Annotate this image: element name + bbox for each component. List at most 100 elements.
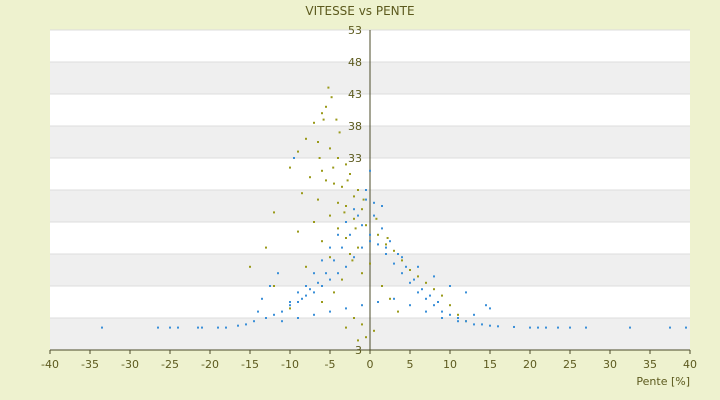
data-point xyxy=(321,240,323,243)
x-axis-title: Pente [%] xyxy=(636,375,690,388)
data-point xyxy=(318,157,321,159)
data-point xyxy=(297,230,299,233)
data-point xyxy=(381,205,383,207)
data-point xyxy=(485,304,487,307)
data-point xyxy=(273,211,275,214)
data-point xyxy=(338,131,341,134)
data-point xyxy=(433,275,435,278)
data-point xyxy=(473,323,475,326)
x-tick-label: 30 xyxy=(603,358,617,371)
data-point xyxy=(381,285,383,287)
data-point xyxy=(281,320,283,323)
data-point xyxy=(409,269,411,271)
data-point xyxy=(341,278,343,281)
data-point xyxy=(351,259,354,262)
data-point xyxy=(529,326,531,329)
x-tick-label: 20 xyxy=(523,358,537,371)
data-point xyxy=(265,246,267,249)
x-tick-label: 35 xyxy=(643,358,657,371)
data-point xyxy=(341,246,343,249)
data-point xyxy=(489,324,491,327)
data-point xyxy=(197,326,199,329)
chart-title: VITESSE vs PENTE xyxy=(305,4,414,18)
data-point xyxy=(297,150,299,153)
data-point xyxy=(309,288,311,291)
data-point xyxy=(425,310,427,313)
data-point xyxy=(361,304,363,307)
data-point xyxy=(457,317,459,319)
data-point xyxy=(313,121,315,124)
data-point xyxy=(346,179,349,182)
data-point xyxy=(473,313,475,316)
y-tick-label: 48 xyxy=(348,56,362,69)
data-point xyxy=(297,317,299,319)
data-point xyxy=(465,291,467,294)
data-point xyxy=(330,96,333,99)
y-tick-label: 53 xyxy=(348,24,362,37)
data-point xyxy=(393,297,395,300)
data-points xyxy=(101,86,687,342)
data-point xyxy=(277,272,279,275)
data-point xyxy=(393,262,395,265)
data-point xyxy=(333,182,335,185)
data-point xyxy=(329,278,331,281)
data-point xyxy=(393,249,395,252)
x-tick-label: 5 xyxy=(407,358,414,371)
data-point xyxy=(289,307,291,310)
x-tick-label: -40 xyxy=(41,358,59,371)
data-point xyxy=(322,118,325,121)
data-point xyxy=(685,326,687,329)
data-point xyxy=(329,256,331,259)
data-point xyxy=(297,291,299,294)
data-point xyxy=(357,189,359,191)
data-point xyxy=(405,265,407,268)
data-point xyxy=(337,157,339,159)
data-point xyxy=(449,313,451,316)
data-point xyxy=(389,297,391,300)
data-point xyxy=(265,317,267,319)
y-tick-label: 43 xyxy=(348,88,362,101)
data-point xyxy=(362,198,365,201)
data-point xyxy=(409,304,411,307)
data-point xyxy=(157,326,159,329)
data-point xyxy=(513,325,515,328)
data-point xyxy=(353,256,355,259)
data-point xyxy=(225,326,227,329)
data-point xyxy=(373,214,375,217)
x-tick-label: -30 xyxy=(121,358,139,371)
data-point xyxy=(317,141,319,143)
data-point xyxy=(361,323,363,326)
data-point xyxy=(343,211,346,214)
tick-labels: -40 -35 -30 -25 -20 -15 -10 -5 0 5 10 15 20 25 30 35 40 5… xyxy=(41,24,697,371)
data-point xyxy=(377,243,379,246)
data-point xyxy=(101,326,103,329)
data-point xyxy=(289,301,291,303)
data-point xyxy=(305,285,307,287)
data-point xyxy=(457,313,459,316)
data-point xyxy=(341,185,343,188)
data-point xyxy=(537,326,539,329)
data-point xyxy=(305,137,307,140)
data-point xyxy=(217,326,219,329)
data-point xyxy=(337,201,339,204)
data-point xyxy=(349,233,351,236)
data-point xyxy=(497,325,499,328)
x-tick-label: 25 xyxy=(563,358,577,371)
data-point xyxy=(361,224,363,227)
data-point xyxy=(305,294,307,297)
data-point xyxy=(397,253,399,255)
data-point xyxy=(417,265,419,268)
data-point xyxy=(373,329,375,332)
data-point xyxy=(433,288,435,291)
data-point xyxy=(337,233,339,236)
data-point xyxy=(441,310,443,313)
data-point xyxy=(417,291,419,294)
data-point xyxy=(261,297,263,300)
data-point xyxy=(545,326,547,329)
data-point xyxy=(325,179,327,182)
x-tick-label: -35 xyxy=(81,358,99,371)
data-point xyxy=(409,281,411,284)
data-point xyxy=(377,301,379,303)
data-point xyxy=(329,214,331,217)
data-point xyxy=(345,326,347,329)
